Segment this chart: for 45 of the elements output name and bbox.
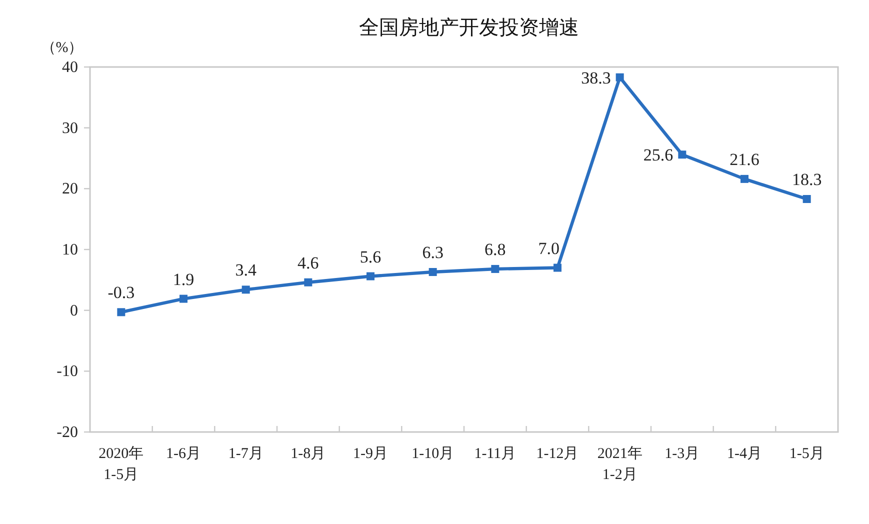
point — [616, 73, 624, 82]
y-tick-label: 10 — [62, 242, 78, 258]
x-tick-label: 1-6月 — [166, 446, 201, 462]
x-tick-label: 1-3月 — [664, 446, 700, 462]
x-tick-label: 2020年 1-5月 — [98, 445, 144, 483]
x-tick-label: 1-10月 — [412, 446, 454, 462]
data-label: 3.4 — [235, 260, 257, 280]
y-tick-label: -20 — [56, 424, 78, 441]
y-tick-label: 30 — [62, 120, 78, 137]
x-tick-label: 2021年 1-2月 — [597, 445, 642, 483]
point — [366, 272, 374, 280]
x-tick-label: 1-7月 — [228, 446, 264, 462]
point — [304, 278, 312, 286]
point — [242, 286, 250, 294]
y-tick-label: 20 — [62, 180, 78, 198]
y-tick-label: 0 — [70, 302, 78, 320]
point — [802, 195, 811, 204]
y-tick-label: -10 — [56, 363, 78, 380]
point — [428, 268, 437, 276]
data-label: 5.6 — [360, 247, 382, 266]
x-tick-label: 1-8月 — [290, 446, 326, 462]
data-label: 18.3 — [792, 170, 822, 190]
data-label: 38.3 — [581, 68, 611, 88]
x-tick-label: 1-11月 — [474, 446, 516, 462]
point — [180, 294, 188, 303]
point — [554, 264, 562, 272]
data-label: 25.6 — [643, 146, 674, 165]
data-label: 4.6 — [298, 253, 319, 272]
chart-title: 全国房地产开发投资增速 — [359, 15, 579, 39]
data-label: 7.0 — [538, 238, 560, 258]
data-label: 6.3 — [422, 243, 444, 262]
data-label: -0.3 — [108, 283, 135, 302]
y-tick-label: 40 — [62, 59, 78, 76]
data-label: 1.9 — [172, 270, 194, 289]
point — [491, 264, 500, 273]
point — [740, 174, 748, 183]
data-label: 6.8 — [484, 240, 506, 259]
point — [678, 150, 686, 159]
y-axis-title: （%） — [40, 40, 84, 56]
point — [117, 308, 126, 316]
x-tick-label: 1-12月 — [536, 446, 579, 462]
x-tick-label: 1-4月 — [727, 446, 762, 462]
x-tick-label: 1-5月 — [789, 446, 824, 462]
data-label: 21.6 — [730, 150, 760, 169]
x-tick-label: 1-9月 — [353, 446, 388, 462]
